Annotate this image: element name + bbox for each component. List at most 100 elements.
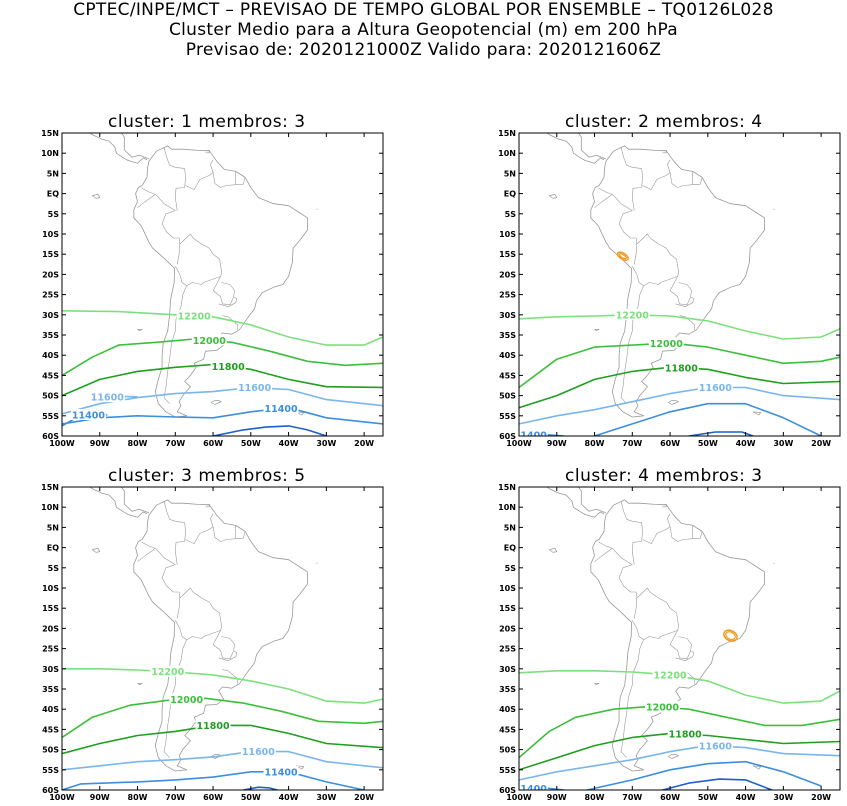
contour-line xyxy=(519,670,840,704)
lat-tick-label: 25S xyxy=(499,291,516,300)
lat-tick-label: 40S xyxy=(499,705,516,714)
contour-label: 12000 xyxy=(646,703,679,714)
lon-tick-label: 30W xyxy=(316,439,336,448)
lon-tick-label: 80W xyxy=(585,439,605,448)
country-borders xyxy=(137,501,246,758)
contour-line xyxy=(586,760,822,790)
lat-tick-label: 35S xyxy=(42,331,59,340)
lat-tick-label: 20S xyxy=(499,270,516,279)
orange-contour xyxy=(616,251,629,262)
lat-tick-label: 30S xyxy=(499,665,516,674)
orange-contour xyxy=(618,253,627,260)
lat-tick-label: 25S xyxy=(42,645,59,654)
lat-tick-label: 60S xyxy=(42,786,59,795)
lat-tick-label: 15N xyxy=(498,129,516,138)
lat-tick-label: 15S xyxy=(42,604,59,613)
lat-tick-label: 30S xyxy=(42,665,59,674)
lon-tick-label: 30W xyxy=(316,793,336,802)
figure-header: CPTEC/INPE/MCT – PREVISAO DE TEMPO GLOBA… xyxy=(0,0,847,60)
lat-tick-label: 25S xyxy=(499,645,516,654)
contour-label: 11800 xyxy=(212,362,245,373)
map-content: 12200 12000 11800 11600 11600 11400 11400 xyxy=(62,133,383,436)
contour-label: 11600 xyxy=(91,393,124,404)
lon-tick-label: 80W xyxy=(128,793,148,802)
lat-tick-label: 45S xyxy=(499,371,516,380)
country-borders xyxy=(594,147,703,404)
lon-tick-label: 50W xyxy=(698,439,718,448)
coastlines xyxy=(546,133,775,418)
lat-tick-label: 5S xyxy=(48,210,60,219)
panel-title: cluster: 4 membros: 3 xyxy=(565,466,763,486)
map-panel-cluster-2: 12200 12000 11800 11600 11400 15N 10N 5N EQ 5S 10S… xyxy=(487,112,847,452)
lon-tick-label: 100W xyxy=(49,793,75,802)
lat-tick-label: 50S xyxy=(42,392,59,401)
lon-tick-label: 50W xyxy=(698,793,718,802)
lon-tick-label: 20W xyxy=(811,439,831,448)
lat-tick-label: 15S xyxy=(42,250,59,259)
lon-tick-label: 20W xyxy=(354,793,374,802)
lat-tick-label: 55S xyxy=(499,766,516,775)
lat-tick-label: 15S xyxy=(499,604,516,613)
lon-tick-label: 30W xyxy=(773,793,793,802)
lon-tick-label: 20W xyxy=(811,793,831,802)
header-line-1: CPTEC/INPE/MCT – PREVISAO DE TEMPO GLOBA… xyxy=(73,0,774,20)
lon-tick-label: 40W xyxy=(736,439,756,448)
lat-tick-label: 45S xyxy=(42,371,59,380)
lon-tick-label: 50W xyxy=(241,793,261,802)
contour-line xyxy=(62,310,383,346)
lon-tick-label: 40W xyxy=(279,793,299,802)
lon-tick-label: 60W xyxy=(660,439,680,448)
coastlines xyxy=(89,487,318,772)
lat-tick-label: 50S xyxy=(499,746,516,755)
lon-tick-label: 60W xyxy=(203,793,223,802)
contour-line xyxy=(62,668,383,704)
coastlines xyxy=(89,133,318,418)
contour-label: 12200 xyxy=(616,310,649,321)
lat-tick-label: 50S xyxy=(499,392,516,401)
lon-tick-label: 80W xyxy=(128,439,148,448)
lat-tick-label: 10S xyxy=(499,230,516,239)
contour-label: 11800 xyxy=(669,730,702,741)
lat-tick-label: 5N xyxy=(47,169,59,178)
panel-title: cluster: 2 membros: 4 xyxy=(565,112,763,132)
lat-tick-label: 5S xyxy=(48,564,60,573)
lat-tick-label: 15N xyxy=(41,483,59,492)
lon-tick-label: 100W xyxy=(506,793,532,802)
lat-tick-label: 10N xyxy=(498,503,516,512)
lat-tick-label: EQ xyxy=(47,190,59,199)
lat-tick-label: EQ xyxy=(47,544,59,553)
lat-tick-label: 30S xyxy=(499,311,516,320)
contour-line xyxy=(519,342,840,389)
lon-tick-label: 90W xyxy=(90,439,110,448)
lat-tick-label: 20S xyxy=(42,624,59,633)
lon-tick-label: 60W xyxy=(203,439,223,448)
lon-tick-label: 100W xyxy=(506,439,532,448)
lat-tick-label: 15N xyxy=(498,483,516,492)
contour-label: 11400 xyxy=(514,784,547,795)
contour-label: 12000 xyxy=(650,339,683,350)
lat-tick-label: 20S xyxy=(499,624,516,633)
lat-tick-label: 60S xyxy=(42,432,59,441)
lon-tick-label: 50W xyxy=(241,439,261,448)
lat-tick-label: 10S xyxy=(42,230,59,239)
panel-title: cluster: 3 membros: 5 xyxy=(108,466,306,486)
map-frame xyxy=(518,486,841,791)
contour-label: 11600 xyxy=(699,383,732,394)
contour-line xyxy=(519,314,840,340)
map-frame xyxy=(61,132,384,437)
lat-tick-label: 5N xyxy=(504,523,516,532)
lon-tick-label: 80W xyxy=(585,793,605,802)
lon-tick-label: 70W xyxy=(622,439,642,448)
lon-tick-label: 20W xyxy=(354,439,374,448)
coastlines xyxy=(546,487,775,772)
contour-line xyxy=(212,425,327,436)
contour-line xyxy=(688,431,754,436)
contour-label: 12200 xyxy=(178,311,211,322)
contour-line xyxy=(62,697,383,739)
orange-contour xyxy=(725,631,736,641)
